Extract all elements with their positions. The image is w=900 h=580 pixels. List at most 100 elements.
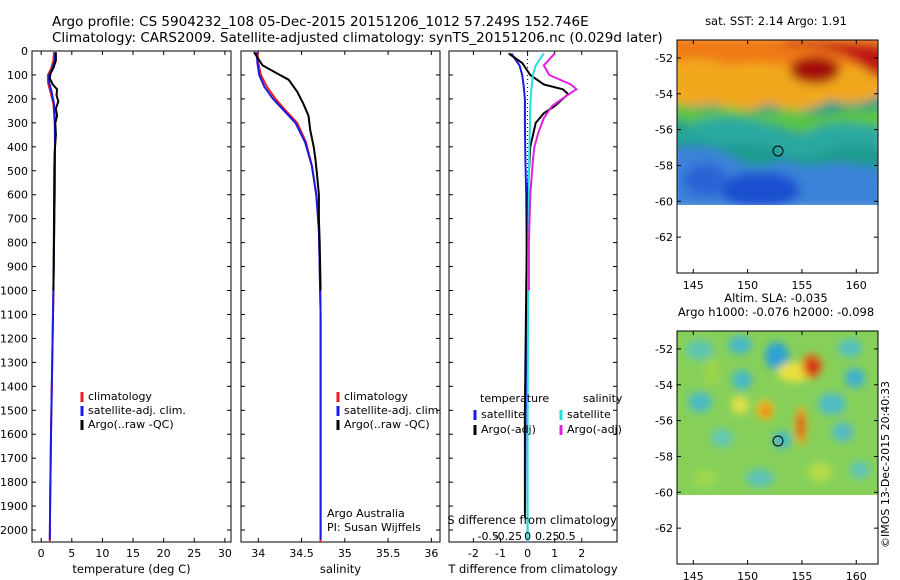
- sla-argo-location-marker: [772, 435, 784, 447]
- map-x-tick-label: 155: [791, 279, 812, 292]
- header-line2: Climatology: CARS2009. Satellite-adjuste…: [52, 30, 663, 46]
- header-line1: Argo profile: CS 5904232_108 05-Dec-2015…: [52, 14, 589, 30]
- y-tick-label: 400: [7, 141, 28, 154]
- y-tick-label: 1900: [0, 500, 28, 513]
- s-tick-label: -0.5: [478, 530, 499, 543]
- x-axis-label: T difference from climatology: [447, 562, 618, 576]
- series-line-satellite-adj-clim-: [48, 52, 57, 540]
- map-y-tick-label: -58: [655, 159, 673, 172]
- s-difference-label: S difference from climatology: [447, 513, 617, 527]
- map-y-tick-label: -56: [655, 415, 673, 428]
- temperature-profile-frame: [31, 50, 232, 543]
- x-tick-label: 1: [551, 547, 558, 560]
- map-y-tick-label: -54: [655, 88, 673, 101]
- x-tick-label: -2: [468, 547, 479, 560]
- sst-map-axes: 145 150 155 160 -52 -54 -56 -58 -60 -62: [655, 40, 878, 292]
- series-line-argo-raw-qc-: [48, 52, 60, 291]
- y-tick-label: 500: [7, 165, 28, 178]
- y-tick-label: 800: [7, 237, 28, 250]
- s-tick-label: -0.25: [494, 530, 522, 543]
- difference-panel: -2 -1 0 1 2 T difference from climatology temp…: [447, 50, 623, 576]
- map-x-tick-label: 150: [737, 279, 758, 292]
- x-tick-label: -1: [495, 547, 506, 560]
- x-tick-label: 5: [68, 547, 75, 560]
- y-tick-label: 2000: [0, 524, 28, 537]
- legend-label: satellite: [481, 408, 525, 421]
- salinity-panel: 34 34.5 35 35.5 36 salinity climatologysatelli…: [240, 50, 442, 576]
- legend-label: Argo(..raw -QC): [88, 418, 174, 431]
- y-tick-label: 200: [7, 93, 28, 106]
- legend-label: satellite-adj. clim.: [88, 404, 186, 417]
- sla-map-subtitle: Argo h1000: -0.076 h2000: -0.098: [678, 305, 874, 319]
- sla-map-field: [677, 331, 878, 495]
- map-x-tick-label: 155: [791, 570, 812, 580]
- map-x-tick-label: 150: [737, 570, 758, 580]
- y-tick-label: 0: [21, 45, 28, 58]
- sla-map-frame: [676, 330, 879, 565]
- map-y-tick-label: -58: [655, 450, 673, 463]
- s-tick-label: 0.25: [535, 530, 560, 543]
- y-tick-label: 900: [7, 261, 28, 274]
- map-y-tick-label: -56: [655, 124, 673, 137]
- map-y-tick-label: -52: [655, 343, 673, 356]
- x-axis-label: salinity: [320, 562, 361, 576]
- series-line-satellite-adj-clim-: [255, 52, 322, 540]
- x-tick-label: 34.5: [289, 547, 314, 560]
- y-tick-label: 1400: [0, 380, 28, 393]
- x-tick-label: 25: [187, 547, 201, 560]
- map-y-tick-label: -54: [655, 379, 673, 392]
- map-x-tick-label: 160: [846, 570, 867, 580]
- sst-map-panel: sat. SST: 2.14 Argo: 1.91 145 150 155 160 -5…: [655, 14, 879, 292]
- sst-map-title: sat. SST: 2.14 Argo: 1.91: [705, 14, 847, 28]
- map-y-tick-label: -52: [655, 52, 673, 65]
- y-tick-label: 300: [7, 117, 28, 130]
- x-tick-label: 36: [424, 547, 438, 560]
- legend-label: climatology: [344, 390, 408, 403]
- x-tick-label: 30: [218, 547, 232, 560]
- legend-label: satellite-adj. clim.: [344, 404, 442, 417]
- map-y-tick-label: -62: [655, 231, 673, 244]
- legend-title-salinity: salinity: [583, 392, 623, 405]
- y-tick-label: 1200: [0, 332, 28, 345]
- x-tick-label: 15: [126, 547, 140, 560]
- institution-annotation: Argo Australia: [327, 507, 405, 520]
- map-y-tick-label: -60: [655, 195, 673, 208]
- map-y-tick-label: -60: [655, 486, 673, 499]
- s-tick-label: 0: [524, 530, 531, 543]
- sst-map-field: [677, 40, 878, 205]
- x-tick-label: 2: [578, 547, 585, 560]
- y-tick-label: 600: [7, 189, 28, 202]
- y-tick-label: 1300: [0, 356, 28, 369]
- credit-text: ©IMOS 13-Dec-2015 20:40:33: [879, 381, 892, 548]
- y-tick-label: 1100: [0, 308, 28, 321]
- x-tick-label: 34: [251, 547, 265, 560]
- x-tick-label: 0: [524, 547, 531, 560]
- x-tick-label: 35.5: [376, 547, 401, 560]
- x-tick-label: 20: [157, 547, 171, 560]
- series-line-climatology: [256, 52, 322, 542]
- sla-map-title: Altim. SLA: -0.035: [724, 291, 828, 305]
- legend-label: Argo(..raw -QC): [344, 418, 430, 431]
- legend-label: satellite: [567, 408, 611, 421]
- y-tick-label: 1700: [0, 452, 28, 465]
- map-x-tick-label: 160: [846, 279, 867, 292]
- y-tick-label: 1800: [0, 476, 28, 489]
- x-tick-label: 10: [95, 547, 109, 560]
- x-axis-label: temperature (deg C): [72, 562, 190, 576]
- x-tick-label: 35: [338, 547, 352, 560]
- y-tick-label: 700: [7, 213, 28, 226]
- temperature-panel: 0 100 200 300 400 500 600 700 800 900 1000 1100 1200…: [0, 45, 232, 576]
- sst-argo-location-marker: [772, 145, 784, 157]
- y-tick-label: 100: [7, 69, 28, 82]
- series-line-argo-adj-: [508, 52, 570, 518]
- series-line-argo-raw-qc-: [253, 51, 322, 291]
- series-line-salinity-satellite: [526, 52, 545, 542]
- y-tick-label: 1600: [0, 428, 28, 441]
- sla-map-panel: Altim. SLA: -0.035 Argo h1000: -0.076 h2…: [655, 291, 879, 580]
- legend-label: Argo(-adj): [481, 423, 536, 436]
- legend-title-temperature: temperature: [480, 392, 549, 405]
- salinity-profile-frame: [240, 50, 441, 543]
- y-tick-label: 1000: [0, 285, 28, 298]
- s-tick-label: 0.5: [558, 530, 576, 543]
- legend-label: Argo(-adj): [567, 423, 622, 436]
